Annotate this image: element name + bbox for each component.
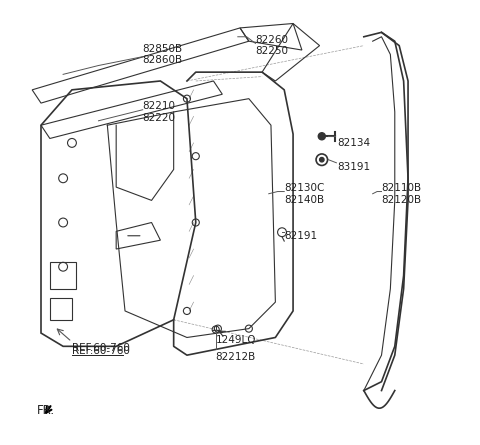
Text: 82134: 82134 — [337, 138, 371, 148]
Text: 82130C
82140B: 82130C 82140B — [284, 183, 324, 205]
Bar — [50, 262, 76, 289]
Circle shape — [320, 158, 324, 162]
Text: 82850B
82860B: 82850B 82860B — [143, 44, 183, 65]
Bar — [50, 298, 72, 320]
Text: 82212B: 82212B — [216, 352, 256, 362]
Text: REF.60-760: REF.60-760 — [72, 343, 130, 353]
Text: 83191: 83191 — [337, 162, 371, 172]
Text: 82191: 82191 — [284, 231, 317, 241]
Text: FR.: FR. — [36, 404, 55, 417]
Text: 82260
82250: 82260 82250 — [255, 35, 288, 57]
Text: REF.60-760: REF.60-760 — [72, 346, 130, 356]
Text: 82110B
82120B: 82110B 82120B — [382, 183, 421, 205]
Text: 1249LQ: 1249LQ — [216, 335, 256, 345]
Text: 82210
82220: 82210 82220 — [143, 101, 176, 123]
Circle shape — [318, 133, 325, 140]
